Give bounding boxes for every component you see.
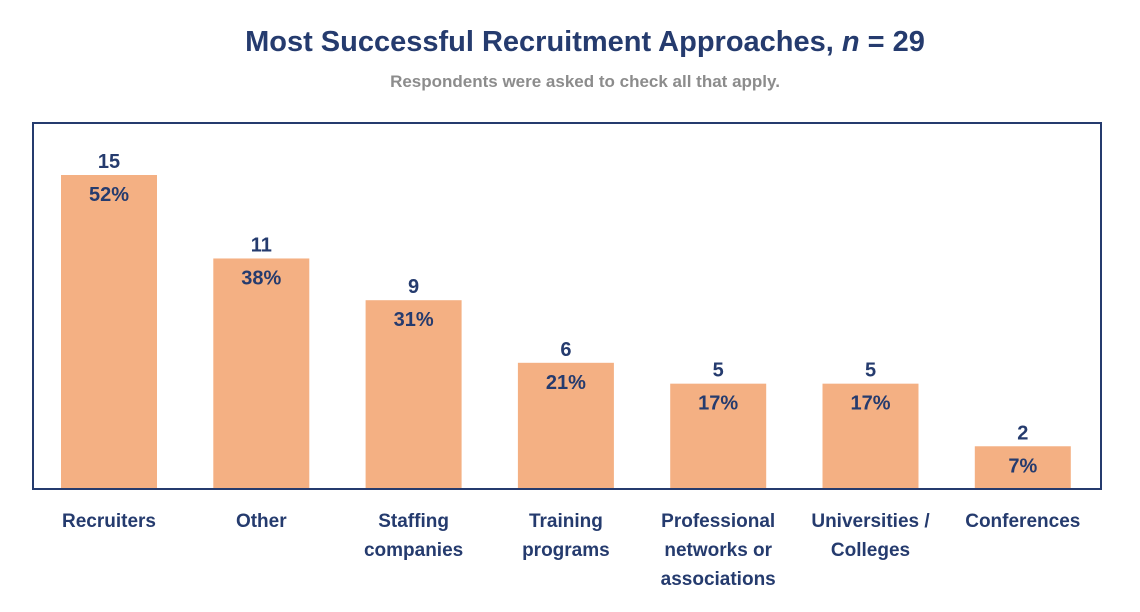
category-label: Other [236,511,287,532]
count-label: 15 [98,151,120,173]
percent-label: 38% [241,267,281,289]
category-label: Colleges [831,540,910,561]
category-label: Universities / [811,511,930,532]
category-label: programs [522,540,610,561]
count-label: 5 [713,360,724,382]
category-label: Training [529,511,603,532]
bar [365,300,462,488]
count-label: 11 [251,234,272,256]
percent-label: 17% [850,393,890,415]
category-label: Staffing [378,511,449,532]
bar [822,383,919,488]
bar [670,383,767,488]
percent-label: 31% [394,309,434,331]
chart-subtitle: Respondents were asked to check all that… [390,72,780,91]
count-label: 2 [1017,422,1028,444]
chart-title-n: n [841,26,860,58]
category-label: associations [661,569,776,590]
bar [517,362,614,488]
percent-label: 52% [89,184,129,206]
percent-label: 7% [1008,455,1037,477]
labels-group: 15 52% Recruiters 11 38% Other 9 31% Staffing com… [62,151,1080,590]
percent-label: 17% [698,393,738,415]
category-label: Professional [661,511,775,532]
count-label: 6 [560,339,571,361]
count-label: 5 [865,360,876,382]
category-label: companies [364,540,463,561]
chart-title-n-value: = 29 [859,26,925,58]
bars-group [61,175,1071,488]
category-label: networks or [664,540,772,561]
plot-frame [32,122,1102,490]
chart-title: Most Successful Recruitment Approaches, … [0,26,1140,59]
percent-label: 21% [546,372,586,394]
bar [974,446,1071,488]
category-label: Conferences [965,511,1080,532]
count-label: 9 [408,276,419,298]
bar [213,258,310,488]
category-label: Recruiters [62,511,156,532]
chart-title-text: Most Successful Recruitment Approaches, [245,26,842,58]
bar [61,175,157,488]
